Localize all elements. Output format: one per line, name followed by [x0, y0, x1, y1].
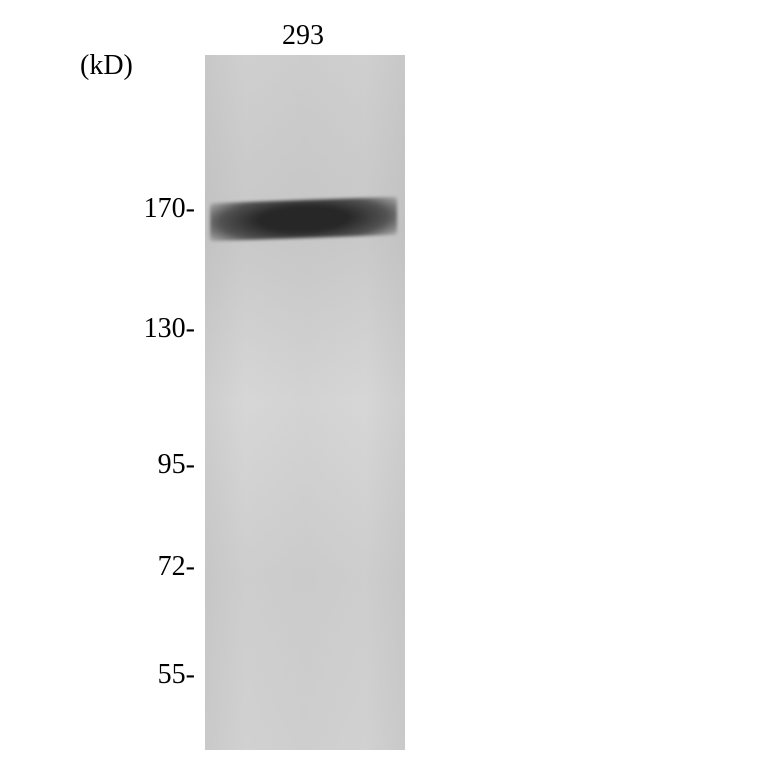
marker-130: 130-: [144, 313, 195, 345]
marker-72: 72-: [158, 551, 195, 583]
lane-label-293: 293: [282, 20, 324, 52]
lane-noise-overlay: [205, 55, 405, 750]
marker-170: 170-: [144, 193, 195, 225]
blot-lane: [205, 55, 405, 750]
western-blot-figure: (kD) 293 170- 130- 95- 72- 55-: [0, 0, 764, 764]
marker-95: 95-: [158, 449, 195, 481]
marker-55: 55-: [158, 659, 195, 691]
protein-band: [210, 197, 397, 242]
unit-label: (kD): [80, 50, 133, 82]
